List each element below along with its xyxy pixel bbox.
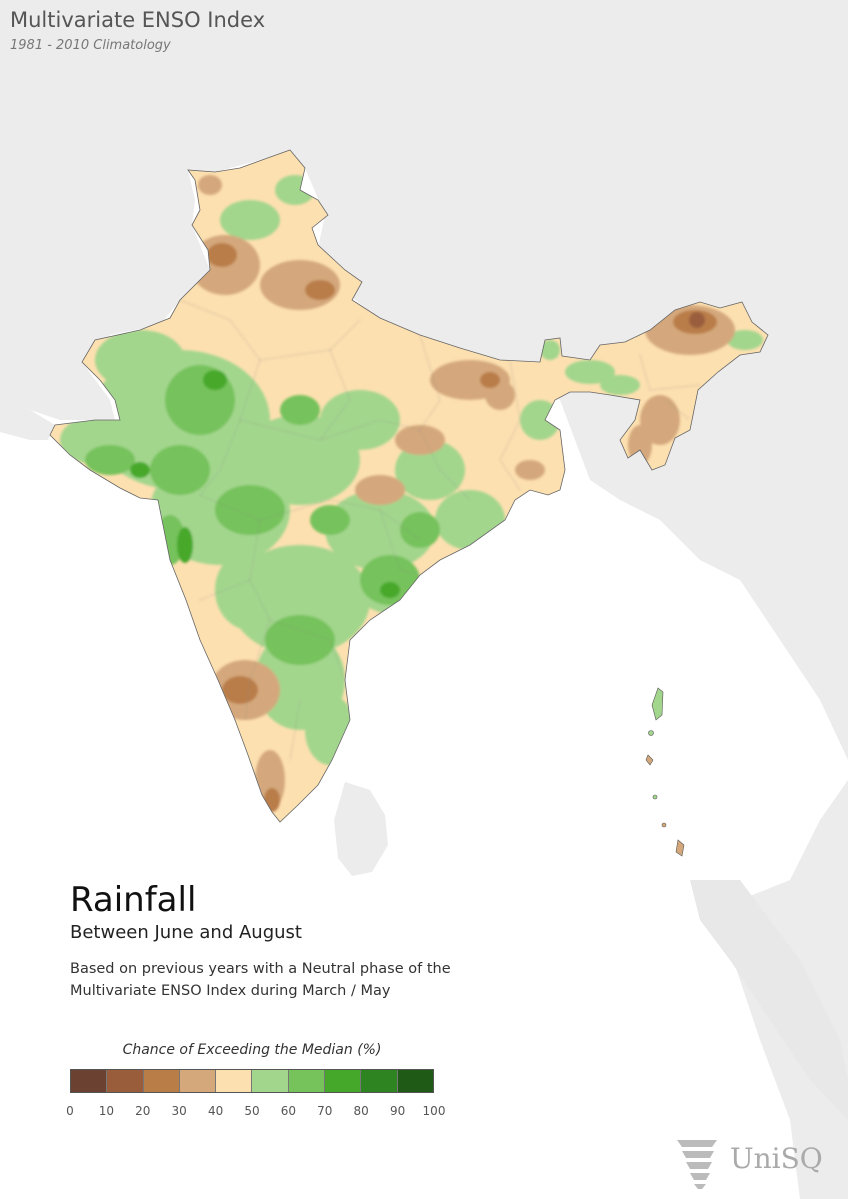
- description-text: Based on previous years with a Neutral p…: [70, 961, 451, 999]
- legend-tick-label: 70: [317, 1104, 333, 1118]
- legend-tick-label: 0: [66, 1104, 74, 1118]
- period-subtitle: Between June and August: [70, 922, 302, 943]
- logo-text: UniSQ: [730, 1142, 823, 1175]
- legend-swatch-1: [107, 1070, 144, 1092]
- unisq-logo-icon: [677, 1140, 717, 1189]
- legend-tick-label: 20: [135, 1104, 151, 1118]
- legend-tick-label: 50: [244, 1104, 260, 1118]
- legend-swatch-2: [143, 1070, 180, 1092]
- legend-tick-label: 40: [207, 1104, 224, 1118]
- legend-swatch-9: [397, 1070, 433, 1092]
- variable-title: Rainfall: [70, 880, 197, 920]
- legend-ticks: 0 10 20 30 40 50 60 70 80 90 100: [66, 1104, 445, 1120]
- map-title: Multivariate ENSO Index: [10, 8, 266, 32]
- legend-tick-label: 90: [389, 1104, 406, 1118]
- legend-swatch-8: [361, 1070, 398, 1092]
- legend: Chance of Exceeding the Median (%) 0 10 20…: [66, 1042, 445, 1118]
- india-landmass: [49, 149, 769, 857]
- legend-color-bar: [70, 1069, 434, 1093]
- legend-swatch-7: [325, 1070, 362, 1092]
- legend-swatch-3: [179, 1070, 217, 1092]
- legend-tick-label: 60: [280, 1104, 297, 1118]
- legend-tick-label: 80: [353, 1104, 369, 1118]
- legend-tick-label: 100: [422, 1104, 446, 1118]
- legend-swatch-5: [252, 1070, 289, 1092]
- legend-tick-label: 30: [171, 1104, 187, 1118]
- map-subtitle: 1981 - 2010 Climatology: [10, 38, 171, 53]
- legend-swatch-6: [288, 1070, 326, 1092]
- legend-title: Chance of Exceeding the Median (%): [122, 1042, 382, 1058]
- unisq-logo: UniSQ: [672, 1132, 823, 1188]
- legend-swatch-4: [216, 1070, 253, 1092]
- legend-tick-label: 10: [98, 1104, 115, 1118]
- legend-swatch-0: [71, 1070, 108, 1092]
